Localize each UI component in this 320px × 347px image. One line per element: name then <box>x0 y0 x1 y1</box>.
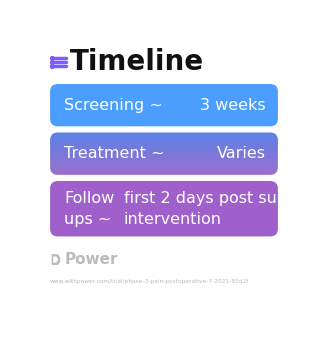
Text: 3 weeks: 3 weeks <box>200 98 266 113</box>
PathPatch shape <box>52 254 60 265</box>
Text: www.withpower.com/trial/phase-3-pain-postoperative-7-2021-85d2f: www.withpower.com/trial/phase-3-pain-pos… <box>50 279 250 284</box>
Text: Varies: Varies <box>217 146 266 161</box>
Text: first 2 days post surgical
intervention: first 2 days post surgical intervention <box>124 191 320 227</box>
Text: Timeline: Timeline <box>69 48 204 76</box>
FancyBboxPatch shape <box>50 84 278 126</box>
FancyBboxPatch shape <box>50 181 278 236</box>
PathPatch shape <box>53 256 58 263</box>
Text: Treatment ~: Treatment ~ <box>64 146 164 161</box>
Text: Follow
ups ~: Follow ups ~ <box>64 191 114 227</box>
Text: Screening ~: Screening ~ <box>64 98 163 113</box>
Text: Power: Power <box>65 252 118 267</box>
